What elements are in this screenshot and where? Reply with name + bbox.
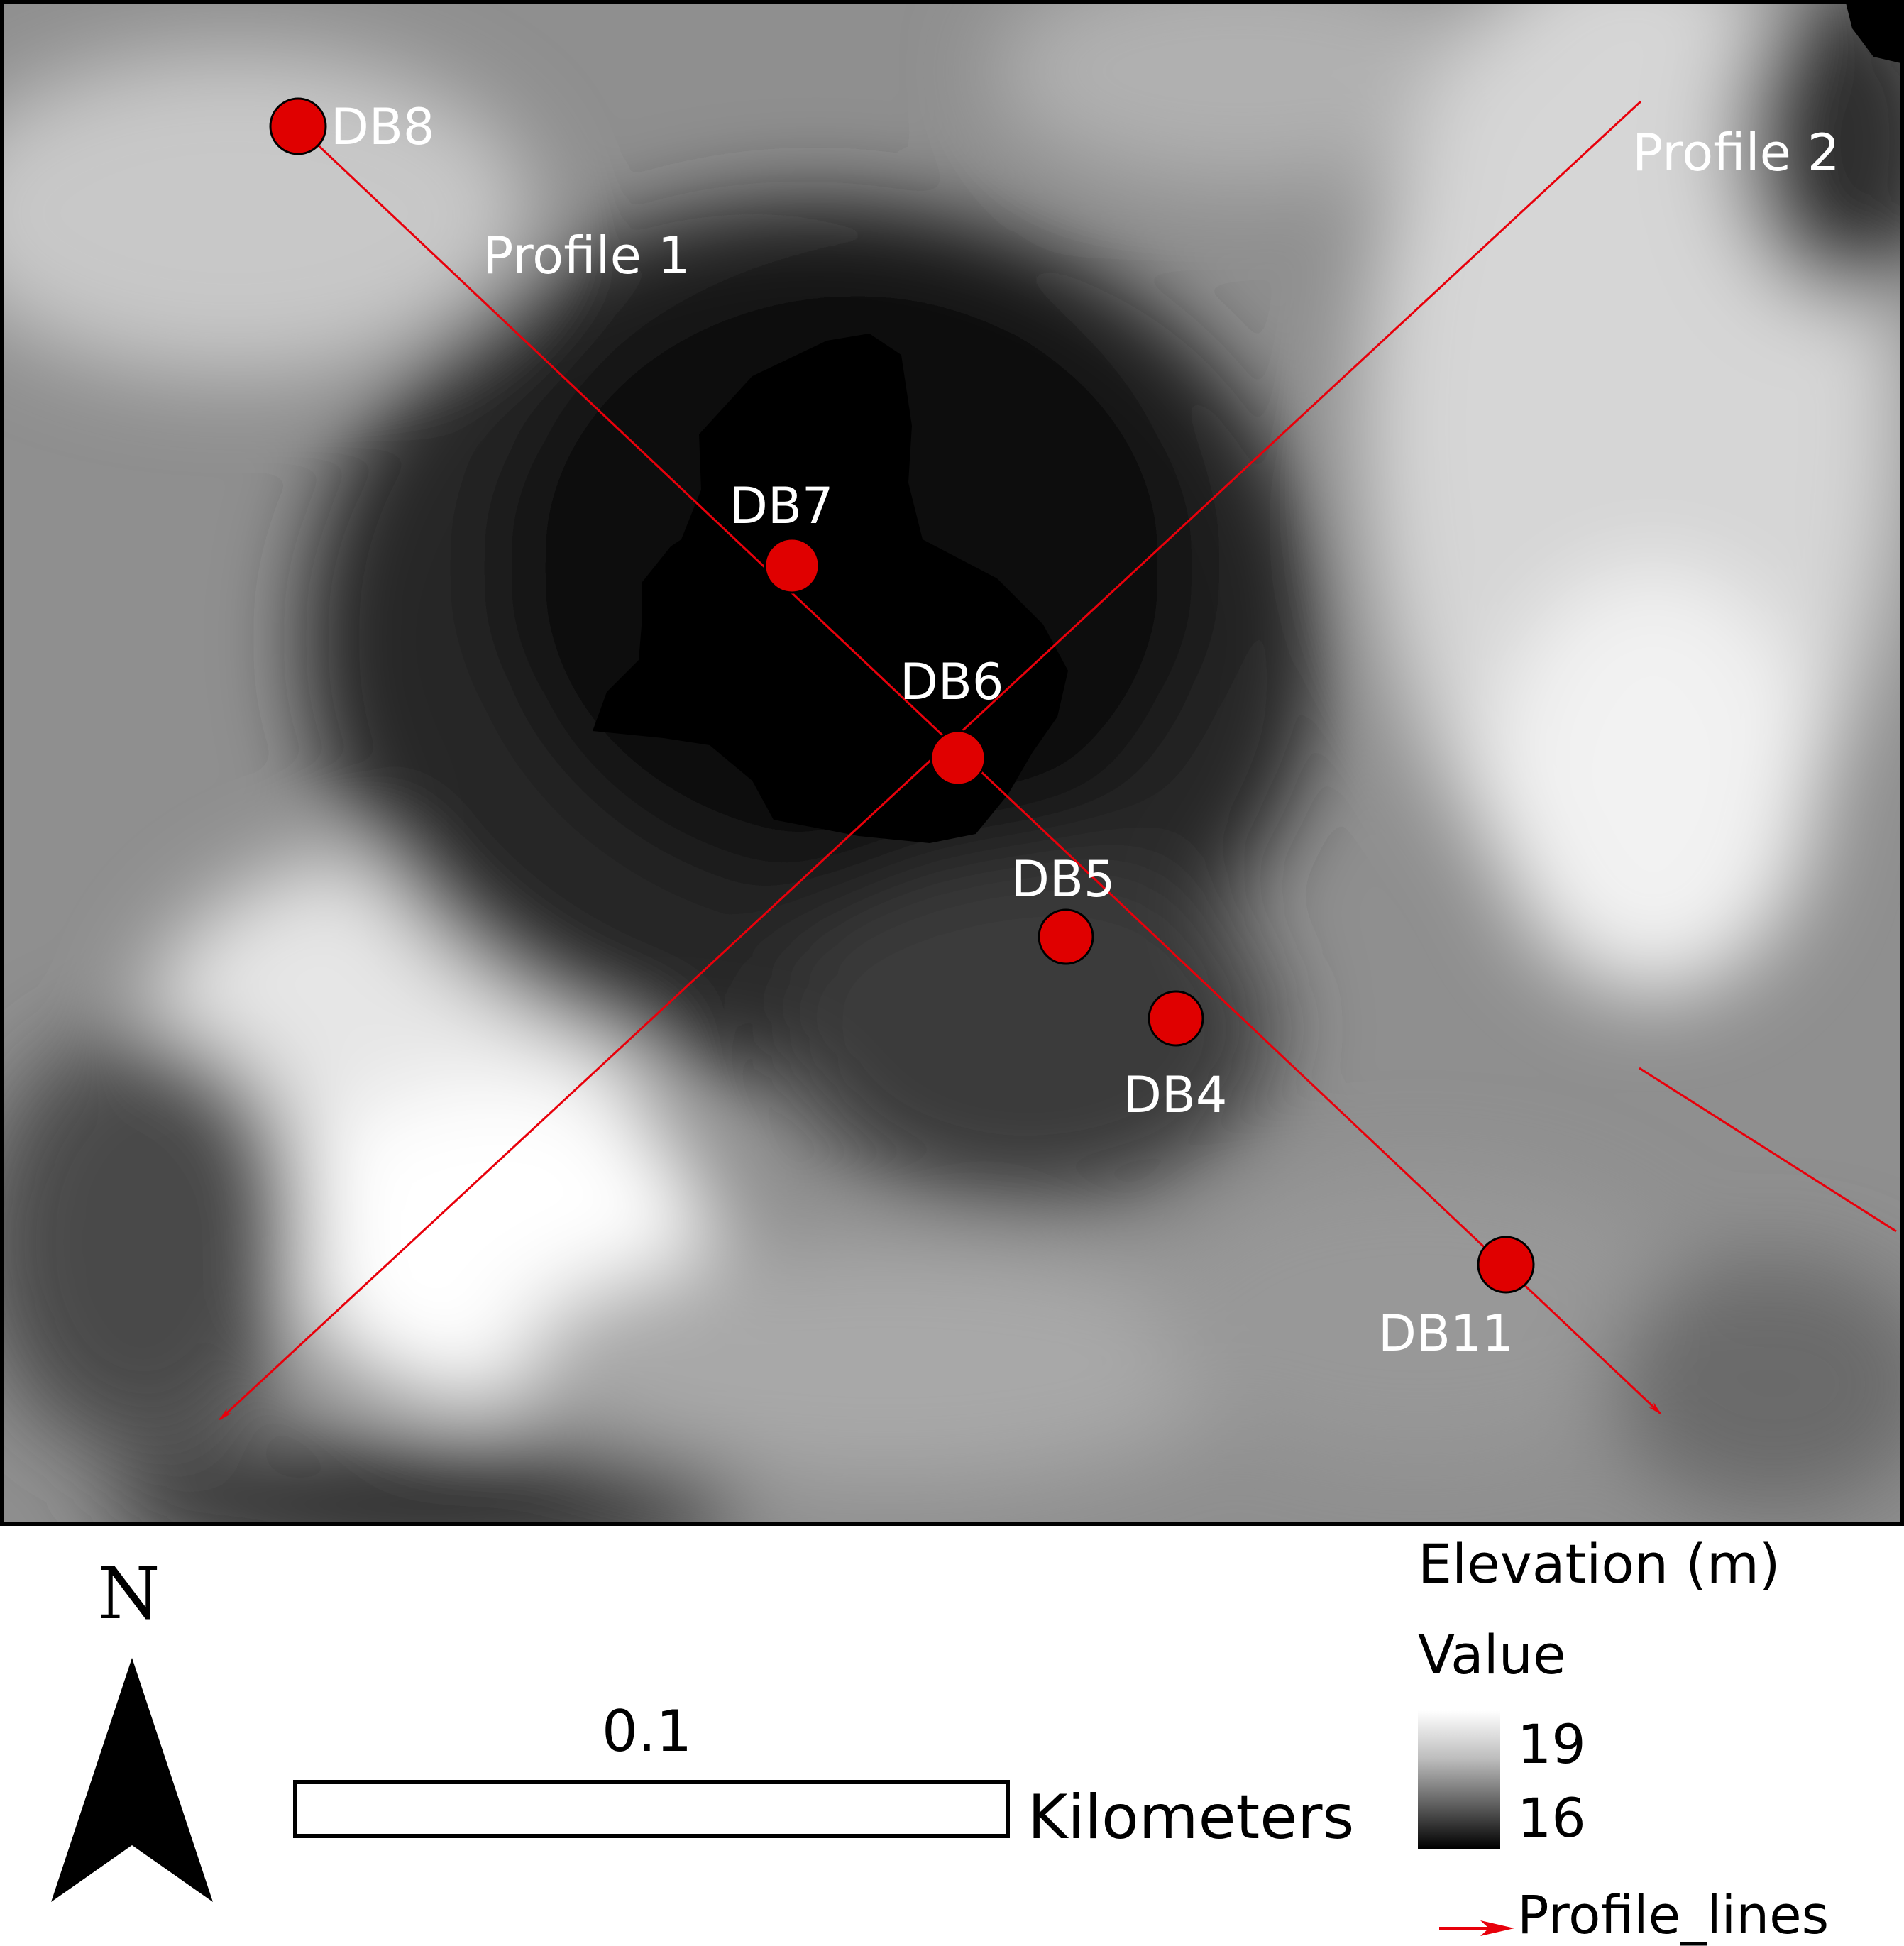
north-letter: N: [98, 1552, 160, 1635]
elevation-raster: [0, 0, 1904, 1526]
borehole-db7-marker[interactable]: [764, 537, 820, 594]
boreholes[interactable]: [269, 97, 1535, 1294]
map-labels: DB8 Profile 1 Profile 2 DB7 DB6 DB5 DB4 …: [331, 98, 1840, 1363]
borehole-db4-label: DB4: [1123, 1066, 1227, 1124]
legend-title: Elevation (m): [1418, 1532, 1781, 1595]
borehole-db6-label: DB6: [900, 653, 1003, 711]
profile-1-label: Profile 1: [483, 226, 690, 285]
scale-bar-unit: Kilometers: [1028, 1782, 1355, 1853]
elevation-color-ramp: [1418, 1710, 1500, 1849]
map-frame[interactable]: DB8 Profile 1 Profile 2 DB7 DB6 DB5 DB4 …: [0, 0, 1904, 1526]
borehole-db5-label: DB5: [1011, 850, 1115, 908]
profile-line-fragment[interactable]: [1639, 1067, 1897, 1233]
borehole-db7-label: DB7: [730, 477, 833, 535]
low-elevation-area: [593, 334, 1068, 843]
legend-max-value: 19: [1517, 1713, 1586, 1776]
corner-dark-area: [1845, 0, 1904, 64]
legend-subtitle: Value: [1418, 1623, 1566, 1686]
borehole-db8-marker[interactable]: [269, 97, 327, 155]
legend-min-value: 16: [1517, 1786, 1586, 1849]
borehole-db11-marker[interactable]: [1477, 1236, 1535, 1294]
borehole-db5-marker[interactable]: [1038, 908, 1094, 965]
borehole-db11-label: DB11: [1378, 1304, 1514, 1363]
map-border: [0, 0, 1904, 1526]
north-arrow-icon: [51, 1658, 213, 1902]
legend-profile-lines-label: Profile_lines: [1517, 1885, 1829, 1946]
scale-bar: [293, 1780, 1010, 1838]
borehole-db6-marker[interactable]: [930, 730, 986, 786]
borehole-db4-marker[interactable]: [1148, 990, 1204, 1047]
profile-lines-legend-icon: [1439, 1920, 1514, 1936]
map-svg[interactable]: DB8 Profile 1 Profile 2 DB7 DB6 DB5 DB4 …: [0, 0, 1904, 1526]
borehole-db8-label: DB8: [331, 98, 434, 156]
profile-2-label: Profile 2: [1632, 123, 1840, 182]
scale-bar-value: 0.1: [602, 1698, 693, 1764]
